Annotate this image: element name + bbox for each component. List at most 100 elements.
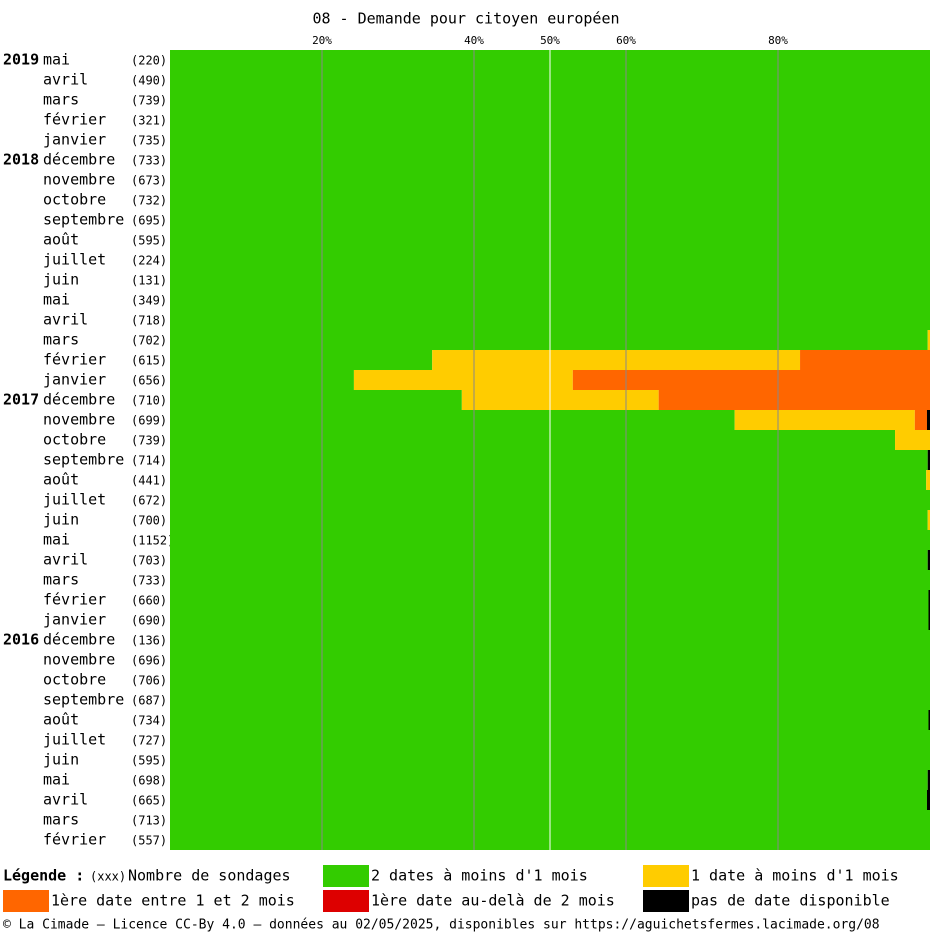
category-label: juillet: [43, 491, 106, 509]
count-label: (1152): [131, 534, 174, 548]
category-label: décembre: [43, 391, 115, 409]
count-label: (665): [131, 794, 167, 808]
bar-segment: [927, 450, 930, 470]
bar-segment: [928, 610, 930, 630]
bar-segment: [170, 770, 928, 790]
category-label: janvier: [43, 131, 106, 149]
count-legend-symbol: (xxx): [90, 870, 126, 884]
bar-segment: [926, 410, 930, 430]
category-label: mars: [43, 571, 79, 589]
bar-segment: [461, 390, 659, 410]
bar-segment: [353, 370, 573, 390]
category-label: septembre: [43, 691, 124, 709]
category-label: mai: [43, 771, 70, 789]
category-label: août: [43, 471, 79, 489]
legend-label: 1ère date au-delà de 2 mois: [371, 892, 615, 910]
category-label: août: [43, 231, 79, 249]
bar-segment: [170, 410, 735, 430]
category-label: septembre: [43, 451, 124, 469]
category-label: février: [43, 111, 106, 129]
category-label: janvier: [43, 611, 106, 629]
x-tick-label: 80%: [768, 34, 788, 47]
count-label: (727): [131, 734, 167, 748]
count-legend-label: Nombre de sondages: [128, 867, 291, 885]
x-tick-label: 20%: [312, 34, 332, 47]
bar-segment: [170, 470, 927, 490]
category-label: novembre: [43, 171, 115, 189]
legend-label: pas de date disponible: [691, 892, 890, 910]
bar-segment: [170, 390, 462, 410]
category-label: février: [43, 591, 106, 609]
legend-swatch: [643, 890, 689, 912]
bar-segment: [432, 350, 801, 370]
category-label: août: [43, 711, 79, 729]
bar-segment: [170, 430, 896, 450]
bar-segment: [895, 430, 930, 450]
bar-segment: [170, 610, 929, 630]
bar-segment: [170, 590, 929, 610]
category-label: juin: [43, 511, 79, 529]
category-label: juin: [43, 271, 79, 289]
bar-segment: [926, 790, 930, 810]
category-label: juin: [43, 751, 79, 769]
category-label: novembre: [43, 651, 115, 669]
category-label: juillet: [43, 251, 106, 269]
count-label: (739): [131, 94, 167, 108]
count-label: (702): [131, 334, 167, 348]
bar-segment: [170, 550, 928, 570]
count-label: (706): [131, 674, 167, 688]
count-label: (615): [131, 354, 167, 368]
legend-title: Légende :: [3, 867, 84, 885]
legend-label: 2 dates à moins d'1 mois: [371, 867, 588, 885]
count-label: (220): [131, 54, 167, 68]
count-label: (739): [131, 434, 167, 448]
count-label: (695): [131, 214, 167, 228]
year-label: 2019: [3, 51, 39, 69]
count-label: (733): [131, 574, 167, 588]
footer: © La Cimade — Licence CC-By 4.0 — donnée…: [3, 918, 880, 933]
category-label: avril: [43, 551, 88, 569]
bar-segment: [170, 330, 928, 350]
bar-segment: [928, 710, 930, 730]
category-label: janvier: [43, 371, 106, 389]
bar-segment: [170, 370, 354, 390]
category-label: octobre: [43, 431, 106, 449]
bar-segment: [170, 790, 927, 810]
category-label: novembre: [43, 411, 115, 429]
count-label: (131): [131, 274, 167, 288]
count-label: (690): [131, 614, 167, 628]
category-label: mai: [43, 531, 70, 549]
count-label: (660): [131, 594, 167, 608]
category-label: octobre: [43, 671, 106, 689]
count-label: (735): [131, 134, 167, 148]
bar-segment: [170, 710, 929, 730]
count-label: (703): [131, 554, 167, 568]
category-label: mai: [43, 291, 70, 309]
count-label: (698): [131, 774, 167, 788]
category-label: mars: [43, 91, 79, 109]
count-label: (673): [131, 174, 167, 188]
count-label: (696): [131, 654, 167, 668]
bar-segment: [928, 590, 930, 610]
year-label: 2018: [3, 151, 39, 169]
bar-segment: [734, 410, 915, 430]
legend-swatch: [323, 865, 369, 887]
count-label: (733): [131, 154, 167, 168]
count-label: (732): [131, 194, 167, 208]
category-label: octobre: [43, 191, 106, 209]
bar-segment: [927, 510, 930, 530]
bar-segment: [927, 770, 930, 790]
bar-segment: [170, 510, 928, 530]
bar-segment: [170, 450, 928, 470]
count-label: (441): [131, 474, 167, 488]
category-label: février: [43, 831, 106, 849]
category-label: avril: [43, 791, 88, 809]
bar-segment: [914, 410, 927, 430]
legend-swatch: [643, 865, 689, 887]
year-label: 2016: [3, 631, 39, 649]
legend-swatch: [3, 890, 49, 912]
bar-segment: [170, 350, 433, 370]
bar-segment: [658, 390, 930, 410]
count-label: (710): [131, 394, 167, 408]
bar-segment: [927, 330, 930, 350]
